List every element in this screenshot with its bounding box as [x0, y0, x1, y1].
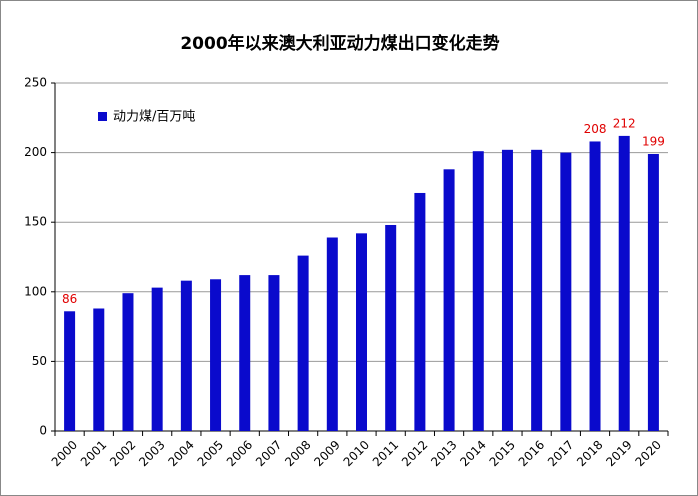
bar: [93, 308, 105, 431]
bar: [356, 233, 367, 431]
y-tick-label: 250: [24, 76, 47, 90]
bar: [268, 275, 280, 431]
bar: [560, 152, 572, 431]
bar: [443, 169, 455, 431]
legend-label: 动力煤/百万吨: [113, 110, 195, 125]
bar: [151, 287, 163, 431]
value-label: 86: [62, 292, 77, 306]
bar: [501, 149, 513, 432]
bar: [589, 141, 601, 432]
y-tick-label: 0: [39, 424, 47, 438]
bar: [180, 280, 192, 431]
bar: [618, 135, 630, 431]
value-label: 199: [642, 134, 665, 148]
chart-title: 2000年以来澳大利亚动力煤出口变化走势: [180, 33, 499, 54]
value-label: 212: [613, 116, 636, 130]
bar: [472, 151, 484, 431]
y-tick-label: 50: [32, 354, 47, 368]
y-tick-label: 200: [24, 145, 47, 159]
bar: [210, 279, 222, 431]
bar: [326, 237, 338, 431]
bar: [64, 311, 76, 431]
bar: [297, 255, 309, 431]
bar: [385, 224, 397, 431]
bar: [531, 149, 543, 432]
bar: [122, 293, 134, 431]
bar: [647, 153, 659, 431]
y-tick-label: 150: [24, 215, 47, 229]
legend-swatch: [98, 112, 107, 121]
bar: [239, 275, 251, 431]
bar: [414, 192, 426, 431]
y-tick-label: 100: [24, 284, 47, 298]
value-label: 208: [584, 122, 607, 136]
